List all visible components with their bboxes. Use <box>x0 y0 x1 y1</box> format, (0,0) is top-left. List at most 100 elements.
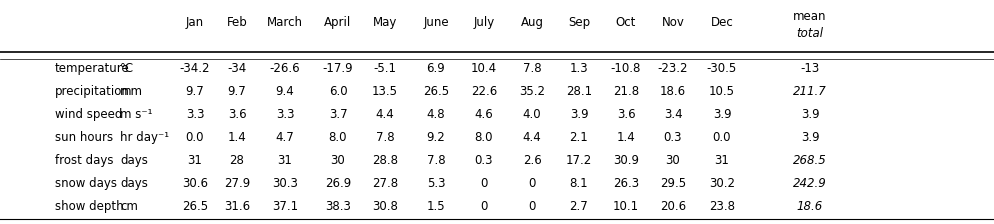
Text: 4.4: 4.4 <box>522 131 541 144</box>
Text: 26.5: 26.5 <box>422 84 448 97</box>
Text: 0: 0 <box>480 200 487 213</box>
Text: 31.6: 31.6 <box>224 200 249 213</box>
Text: 2.6: 2.6 <box>522 153 541 166</box>
Text: 27.9: 27.9 <box>224 177 249 190</box>
Text: 27.8: 27.8 <box>372 177 398 190</box>
Text: 10.5: 10.5 <box>709 84 735 97</box>
Text: 6.9: 6.9 <box>426 62 445 75</box>
Text: 30.2: 30.2 <box>709 177 735 190</box>
Text: 8.1: 8.1 <box>570 177 587 190</box>
Text: June: June <box>422 15 448 28</box>
Text: 0: 0 <box>528 200 535 213</box>
Text: -34: -34 <box>228 62 247 75</box>
Text: 37.1: 37.1 <box>271 200 298 213</box>
Text: 1.4: 1.4 <box>616 131 635 144</box>
Text: 211.7: 211.7 <box>792 84 826 97</box>
Text: precipitation: precipitation <box>55 84 130 97</box>
Text: 30: 30 <box>665 153 680 166</box>
Text: hr day⁻¹: hr day⁻¹ <box>120 131 169 144</box>
Text: 0.3: 0.3 <box>663 131 682 144</box>
Text: -10.8: -10.8 <box>610 62 640 75</box>
Text: -34.2: -34.2 <box>180 62 210 75</box>
Text: 7.8: 7.8 <box>426 153 445 166</box>
Text: -26.6: -26.6 <box>269 62 300 75</box>
Text: Sep: Sep <box>568 15 589 28</box>
Text: 28.8: 28.8 <box>372 153 398 166</box>
Text: 4.8: 4.8 <box>426 108 445 121</box>
Text: 4.4: 4.4 <box>376 108 394 121</box>
Text: 4.0: 4.0 <box>522 108 541 121</box>
Text: -17.9: -17.9 <box>322 62 353 75</box>
Text: 30.3: 30.3 <box>271 177 297 190</box>
Text: 28.1: 28.1 <box>566 84 591 97</box>
Text: Jan: Jan <box>186 15 204 28</box>
Text: 13.5: 13.5 <box>372 84 398 97</box>
Text: 9.7: 9.7 <box>186 84 204 97</box>
Text: Feb: Feb <box>227 15 248 28</box>
Text: 3.6: 3.6 <box>616 108 635 121</box>
Text: days: days <box>120 153 148 166</box>
Text: 21.8: 21.8 <box>612 84 638 97</box>
Text: July: July <box>473 15 494 28</box>
Text: snow days: snow days <box>55 177 117 190</box>
Text: March: March <box>266 15 303 28</box>
Text: 1.4: 1.4 <box>228 131 247 144</box>
Text: mm: mm <box>120 84 143 97</box>
Text: 26.9: 26.9 <box>325 177 351 190</box>
Text: 2.7: 2.7 <box>569 200 587 213</box>
Text: 9.7: 9.7 <box>228 84 247 97</box>
Text: 10.4: 10.4 <box>470 62 497 75</box>
Text: 3.9: 3.9 <box>800 108 818 121</box>
Text: 9.2: 9.2 <box>426 131 445 144</box>
Text: 3.6: 3.6 <box>228 108 247 121</box>
Text: Dec: Dec <box>710 15 733 28</box>
Text: frost days: frost days <box>55 153 113 166</box>
Text: April: April <box>324 15 351 28</box>
Text: -23.2: -23.2 <box>657 62 688 75</box>
Text: 4.7: 4.7 <box>275 131 294 144</box>
Text: 18.6: 18.6 <box>659 84 686 97</box>
Text: 18.6: 18.6 <box>796 200 822 213</box>
Text: 30.8: 30.8 <box>372 200 398 213</box>
Text: 3.9: 3.9 <box>712 108 731 121</box>
Text: wind speed: wind speed <box>55 108 122 121</box>
Text: 26.5: 26.5 <box>182 200 208 213</box>
Text: 1.3: 1.3 <box>570 62 587 75</box>
Text: 5.3: 5.3 <box>426 177 444 190</box>
Text: 31: 31 <box>277 153 292 166</box>
Text: 20.6: 20.6 <box>659 200 686 213</box>
Text: 4.6: 4.6 <box>474 108 493 121</box>
Text: 29.5: 29.5 <box>659 177 686 190</box>
Text: 3.4: 3.4 <box>663 108 682 121</box>
Text: 242.9: 242.9 <box>792 177 826 190</box>
Text: 1.5: 1.5 <box>426 200 445 213</box>
Text: 30.6: 30.6 <box>182 177 208 190</box>
Text: sun hours: sun hours <box>55 131 113 144</box>
Text: temperature: temperature <box>55 62 129 75</box>
Text: 268.5: 268.5 <box>792 153 826 166</box>
Text: 35.2: 35.2 <box>519 84 545 97</box>
Text: Nov: Nov <box>661 15 684 28</box>
Text: 31: 31 <box>714 153 729 166</box>
Text: 23.8: 23.8 <box>709 200 735 213</box>
Text: -5.1: -5.1 <box>373 62 396 75</box>
Text: 28: 28 <box>230 153 245 166</box>
Text: 31: 31 <box>188 153 202 166</box>
Text: 8.0: 8.0 <box>328 131 347 144</box>
Text: 3.3: 3.3 <box>275 108 294 121</box>
Text: 0.0: 0.0 <box>712 131 731 144</box>
Text: mean: mean <box>792 9 826 22</box>
Text: m s⁻¹: m s⁻¹ <box>120 108 152 121</box>
Text: 3.7: 3.7 <box>328 108 347 121</box>
Text: 3.9: 3.9 <box>570 108 587 121</box>
Text: 10.1: 10.1 <box>612 200 638 213</box>
Text: cm: cm <box>120 200 138 213</box>
Text: 7.8: 7.8 <box>522 62 541 75</box>
Text: 3.9: 3.9 <box>800 131 818 144</box>
Text: 8.0: 8.0 <box>474 131 493 144</box>
Text: 22.6: 22.6 <box>470 84 497 97</box>
Text: 38.3: 38.3 <box>325 200 351 213</box>
Text: 9.4: 9.4 <box>275 84 294 97</box>
Text: 26.3: 26.3 <box>612 177 638 190</box>
Text: May: May <box>373 15 397 28</box>
